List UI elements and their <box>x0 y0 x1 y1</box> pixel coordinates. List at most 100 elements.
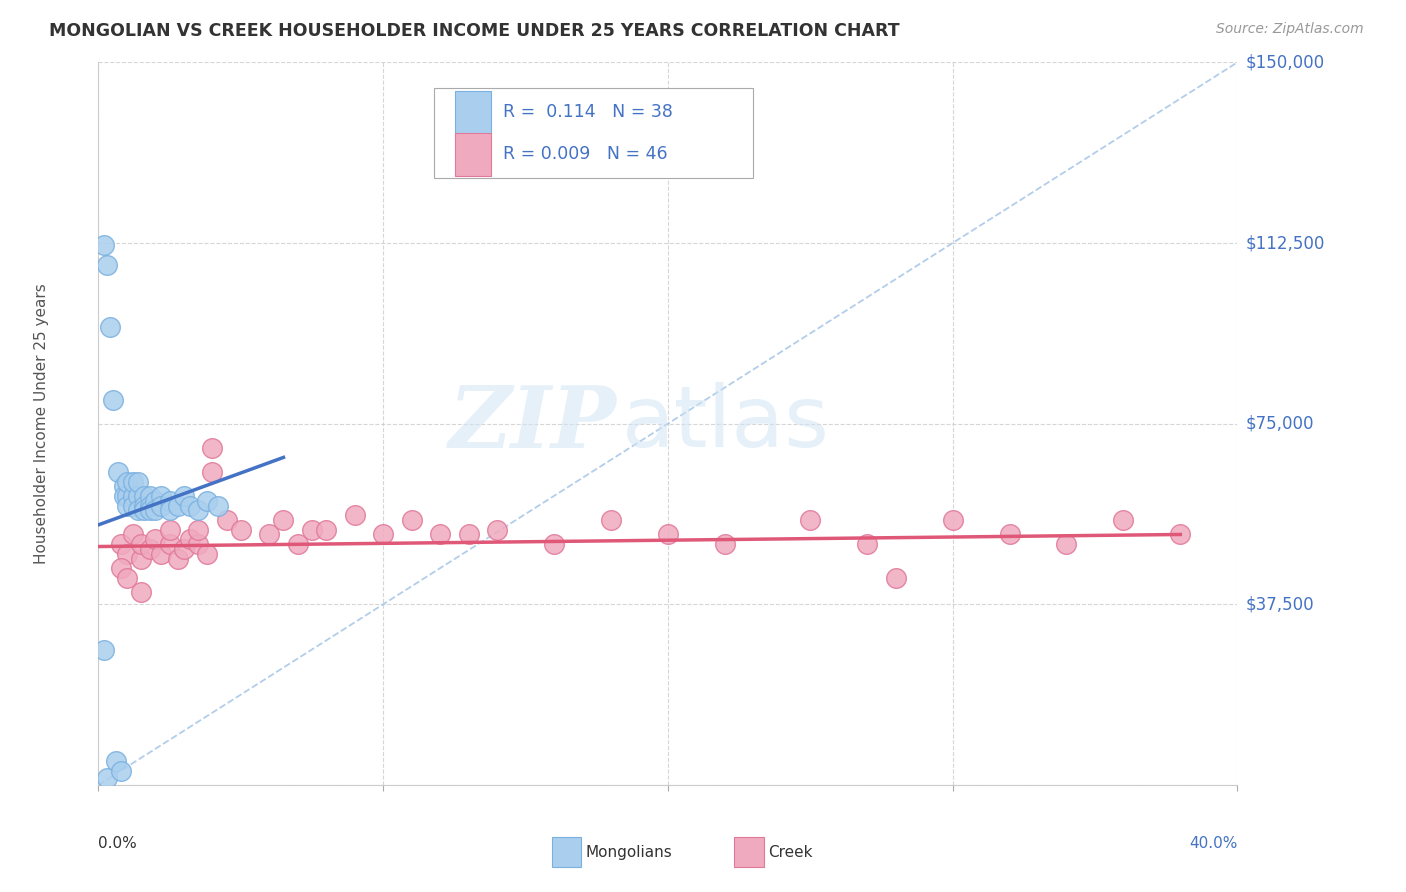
Point <box>195 547 218 561</box>
Point <box>93 643 115 657</box>
Text: Creek: Creek <box>768 845 813 860</box>
Point <box>201 441 224 455</box>
Point <box>714 537 737 551</box>
Point <box>127 475 149 489</box>
Point <box>121 527 143 541</box>
Point <box>115 475 138 489</box>
FancyBboxPatch shape <box>434 87 754 178</box>
Point <box>138 503 160 517</box>
Point <box>287 537 309 551</box>
FancyBboxPatch shape <box>551 837 581 867</box>
FancyBboxPatch shape <box>456 92 491 134</box>
Text: Mongolians: Mongolians <box>586 845 672 860</box>
Point <box>121 489 143 503</box>
Point <box>942 513 965 527</box>
Point <box>112 489 135 503</box>
Point <box>138 489 160 503</box>
Text: 0.0%: 0.0% <box>98 836 138 851</box>
Text: atlas: atlas <box>623 382 831 466</box>
Point <box>315 523 337 537</box>
Point <box>96 771 118 785</box>
Point <box>187 523 209 537</box>
Point <box>173 489 195 503</box>
Point <box>93 238 115 252</box>
Text: MONGOLIAN VS CREEK HOUSEHOLDER INCOME UNDER 25 YEARS CORRELATION CHART: MONGOLIAN VS CREEK HOUSEHOLDER INCOME UN… <box>49 22 900 40</box>
Point <box>132 503 155 517</box>
Point <box>110 537 132 551</box>
Point <box>173 541 195 556</box>
Text: 40.0%: 40.0% <box>1189 836 1237 851</box>
Point <box>129 551 152 566</box>
Point <box>187 503 209 517</box>
Point <box>138 499 160 513</box>
Point <box>207 499 229 513</box>
Point <box>543 537 565 551</box>
Point <box>115 547 138 561</box>
Text: $150,000: $150,000 <box>1246 54 1324 71</box>
Point <box>457 527 479 541</box>
FancyBboxPatch shape <box>734 837 763 867</box>
Point <box>96 258 118 272</box>
Point <box>110 561 132 575</box>
Point <box>179 499 201 513</box>
Point <box>179 533 201 547</box>
Point <box>998 527 1021 541</box>
Text: ZIP: ZIP <box>449 382 617 466</box>
Point <box>1056 537 1078 551</box>
Point <box>187 537 209 551</box>
Point <box>121 499 143 513</box>
Point <box>132 489 155 503</box>
Point <box>150 547 173 561</box>
Point <box>799 513 821 527</box>
Point <box>159 523 181 537</box>
Point <box>145 493 167 508</box>
Point <box>104 754 127 768</box>
Point <box>429 527 451 541</box>
Point <box>201 465 224 479</box>
Point <box>150 499 173 513</box>
Point <box>159 493 181 508</box>
Point <box>259 527 281 541</box>
Point <box>98 320 121 334</box>
Point <box>129 537 152 551</box>
Text: Source: ZipAtlas.com: Source: ZipAtlas.com <box>1216 22 1364 37</box>
Text: $37,500: $37,500 <box>1246 595 1315 614</box>
Text: R = 0.009   N = 46: R = 0.009 N = 46 <box>503 145 668 163</box>
Point <box>110 764 132 778</box>
Point <box>101 392 124 407</box>
Point <box>1170 527 1192 541</box>
Point <box>115 489 138 503</box>
Point <box>657 527 679 541</box>
Point <box>127 489 149 503</box>
Point <box>138 541 160 556</box>
Point <box>884 571 907 585</box>
Text: Householder Income Under 25 years: Householder Income Under 25 years <box>34 284 49 564</box>
Text: $112,500: $112,500 <box>1246 234 1324 252</box>
Point <box>127 503 149 517</box>
Point <box>373 527 395 541</box>
Text: R =  0.114   N = 38: R = 0.114 N = 38 <box>503 103 672 121</box>
Point <box>167 499 190 513</box>
Point <box>856 537 879 551</box>
Point <box>215 513 238 527</box>
Point <box>159 503 181 517</box>
Point <box>129 585 152 599</box>
Point <box>115 499 138 513</box>
Point <box>273 513 295 527</box>
FancyBboxPatch shape <box>456 133 491 176</box>
Point <box>343 508 366 523</box>
Point <box>115 571 138 585</box>
Point <box>132 499 155 513</box>
Point <box>1112 513 1135 527</box>
Point <box>301 523 323 537</box>
Text: $75,000: $75,000 <box>1246 415 1315 433</box>
Point <box>600 513 623 527</box>
Point <box>145 533 167 547</box>
Point <box>167 551 190 566</box>
Point <box>150 489 173 503</box>
Point <box>159 537 181 551</box>
Point <box>145 503 167 517</box>
Point <box>229 523 252 537</box>
Point <box>107 465 129 479</box>
Point <box>486 523 509 537</box>
